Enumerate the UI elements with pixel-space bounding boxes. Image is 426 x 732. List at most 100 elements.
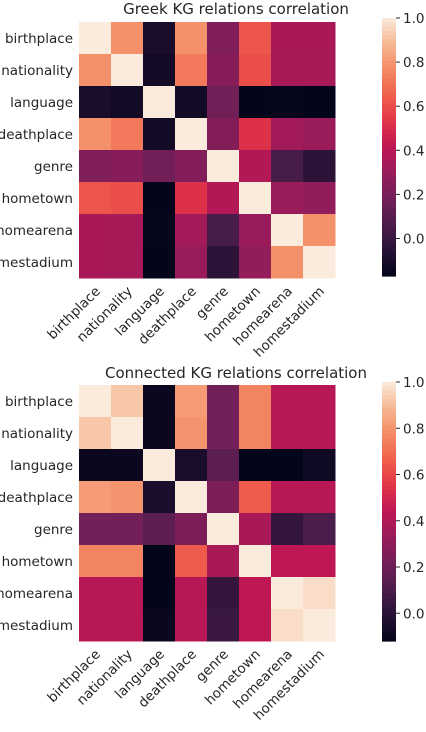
- colorbar-segment: [382, 22, 396, 28]
- colorbar-segment: [382, 584, 396, 590]
- colorbar-segment: [382, 69, 396, 75]
- colorbar-segment: [382, 476, 396, 482]
- heatmap-cell: [207, 577, 240, 610]
- heatmap-cell: [143, 385, 176, 418]
- heatmap-cell: [239, 513, 272, 546]
- heatmap-cell: [271, 214, 304, 247]
- heatmap-cell: [143, 545, 176, 578]
- heatmap-cell: [271, 513, 304, 546]
- heatmap-cell: [111, 385, 144, 418]
- colorbar-segment: [382, 164, 396, 170]
- heatmap-cell: [239, 545, 272, 578]
- heatmap-cell: [79, 449, 112, 482]
- heatmap-cell: [175, 417, 208, 450]
- heatmap-cell: [143, 86, 176, 119]
- colorbar-segment: [382, 533, 396, 538]
- colorbar-segment: [382, 606, 396, 612]
- colorbar-segment: [382, 550, 396, 556]
- colorbar-segment: [382, 485, 396, 491]
- heatmap-cell: [111, 577, 144, 610]
- colorbar-segment: [382, 520, 396, 526]
- heatmap-cell: [239, 609, 272, 642]
- colorbar-segment: [382, 30, 396, 36]
- heatmap-cell: [79, 118, 112, 151]
- heatmap-cell: [271, 150, 304, 183]
- colorbar-segment: [382, 82, 396, 88]
- colorbar-segment: [382, 554, 396, 560]
- heatmap-cell: [271, 449, 304, 482]
- colorbar-segment: [382, 65, 396, 71]
- colorbar-segment: [382, 567, 396, 573]
- heatmap-cell: [271, 182, 304, 215]
- colorbar-segment: [382, 472, 396, 478]
- heatmap-cell: [143, 513, 176, 546]
- heatmap-cell: [271, 54, 304, 87]
- heatmap-cell: [239, 385, 272, 418]
- colorbar-segment: [382, 18, 396, 23]
- colorbar-segment: [382, 576, 396, 582]
- greek-kg-colorbar: 0.0 0.2 0.4 0.6 0.8 1.0: [382, 11, 424, 277]
- heatmap-cell: [175, 22, 208, 55]
- colorbar-segment: [382, 78, 396, 84]
- heatmap-cell: [175, 545, 208, 578]
- colorbar-segment: [382, 91, 396, 96]
- connected-kg-heatmap-panel: Connected KG relations correlation birth…: [0, 364, 424, 724]
- heatmap-cell: [239, 214, 272, 247]
- colorbar-segment: [382, 619, 396, 625]
- heatmap-cell: [239, 118, 272, 151]
- heatmap-cell: [303, 513, 336, 546]
- colorbar-segment: [382, 580, 396, 586]
- heatmap-cell: [303, 545, 336, 578]
- colorbar-segment: [382, 99, 396, 105]
- heatmap-cell: [239, 150, 272, 183]
- heatmap-cell: [111, 214, 144, 247]
- row-label: hometown: [2, 191, 73, 207]
- heatmap-cell: [143, 182, 176, 215]
- heatmap-cell: [303, 118, 336, 151]
- heatmap-cell: [111, 449, 144, 482]
- row-label: deathplace: [0, 127, 73, 143]
- heatmap-cell: [303, 449, 336, 482]
- colorbar-segment: [382, 211, 396, 217]
- colorbar-segment: [382, 528, 396, 534]
- heatmap-cell: [207, 182, 240, 215]
- heatmap-cell: [111, 86, 144, 119]
- colorbar-segment: [382, 228, 396, 234]
- heatmap-cell: [143, 214, 176, 247]
- row-label: homearena: [0, 223, 73, 239]
- heatmap-cell: [111, 54, 144, 87]
- heatmap-cell: [175, 481, 208, 514]
- heatmap-cell: [143, 246, 176, 279]
- colorbar-segment: [382, 464, 396, 469]
- colorbar-segment: [382, 602, 396, 608]
- heatmap-cell: [239, 182, 272, 215]
- heatmap-cell: [111, 417, 144, 450]
- row-label: genre: [34, 159, 73, 175]
- colorbar-segment: [382, 233, 396, 238]
- colorbar-segment: [382, 155, 396, 161]
- colorbar-segment: [382, 172, 396, 178]
- colorbar-segment: [382, 511, 396, 517]
- heatmap-cell: [303, 481, 336, 514]
- colorbar-segment: [382, 61, 396, 66]
- colorbar-segment: [382, 116, 396, 122]
- heatmap-cell: [175, 214, 208, 247]
- row-label: language: [10, 95, 73, 111]
- colorbar-segment: [382, 610, 396, 616]
- colorbar-segment: [382, 412, 396, 418]
- heatmap-cell: [111, 545, 144, 578]
- heatmap-cell: [207, 246, 240, 279]
- colorbar-segment: [382, 237, 396, 243]
- connected-kg-heatmap-title: Connected KG relations correlation: [105, 364, 367, 382]
- heatmap-cell: [303, 246, 336, 279]
- colorbar-segment: [382, 241, 396, 247]
- colorbar-segment: [382, 615, 396, 621]
- heatmap-cell: [207, 22, 240, 55]
- heatmap-cell: [303, 577, 336, 610]
- colorbar-segment: [382, 198, 396, 204]
- heatmap-cell: [79, 86, 112, 119]
- colorbar-segment: [382, 507, 396, 513]
- heatmap-cell: [143, 577, 176, 610]
- colorbar-segment: [382, 168, 396, 174]
